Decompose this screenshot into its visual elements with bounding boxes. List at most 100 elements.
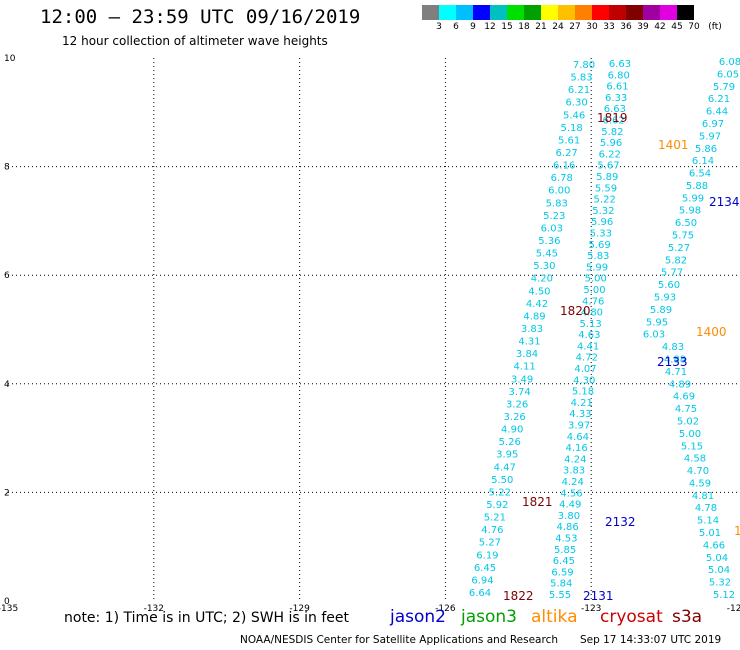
pass-time-label: 2132 <box>605 515 636 529</box>
wave-height-value: 6.30 <box>565 98 587 109</box>
wave-height-value: 5.96 <box>591 217 613 228</box>
wave-height-value: 4.76 <box>582 296 604 307</box>
wave-height-value: 4.47 <box>494 462 516 473</box>
legend-label: 6 <box>453 22 459 32</box>
wave-height-value: 6.64 <box>469 588 491 599</box>
wave-height-value: 6.16 <box>553 161 575 172</box>
wave-height-value: 4.16 <box>565 443 587 454</box>
wave-height-value: 5.95 <box>646 317 668 328</box>
wave-height-value: 4.71 <box>665 367 687 378</box>
page-title: 12:00 – 23:59 UTC 09/16/2019 <box>40 6 361 28</box>
wave-height-value: 4.11 <box>513 362 535 373</box>
legend-label: 15 <box>501 22 513 32</box>
legend-label: 27 <box>569 22 581 32</box>
wave-height-value: 5.46 <box>563 110 585 121</box>
wave-height-value: 5.22 <box>489 487 511 498</box>
wave-height-value: 5.14 <box>697 516 719 527</box>
legend-swatch <box>422 5 439 20</box>
page-subtitle: 12 hour collection of altimeter wave hei… <box>62 34 328 48</box>
wave-height-value: 6.22 <box>599 149 621 160</box>
legend-swatch <box>558 5 575 20</box>
legend-swatch <box>490 5 507 20</box>
legend-label: 45 <box>671 22 683 32</box>
wave-height-value: 7.80 <box>573 60 595 71</box>
wave-height-value: 3.80 <box>558 511 580 522</box>
wave-height-value: 6.59 <box>551 567 573 578</box>
wave-height-value: 5.23 <box>543 211 565 222</box>
legend-swatch <box>473 5 490 20</box>
wave-height-value: 5.18 <box>560 123 582 134</box>
wave-height-value: 5.60 <box>658 280 680 291</box>
wave-height-value: 4.80 <box>581 308 603 319</box>
timestamp: Sep 17 14:33:07 UTC 2019 <box>580 634 722 646</box>
legend-swatch <box>507 5 524 20</box>
wave-height-value: 5.55 <box>549 590 571 601</box>
y-tick-label: 4 <box>4 380 10 390</box>
wave-height-value: 6.19 <box>476 550 498 561</box>
wave-height-value: 4.42 <box>526 299 548 310</box>
wave-height-value: 5.21 <box>484 513 506 524</box>
satellite-legend-altika: altika <box>531 607 578 627</box>
footer-note: note: 1) Time is in UTC; 2) SWH is in fe… <box>64 610 350 626</box>
wave-height-value: 4.20 <box>531 274 553 285</box>
wave-height-value: 4.78 <box>695 503 717 514</box>
wave-height-value: 6.80 <box>608 70 630 81</box>
satellite-legend-jason3: jason3 <box>461 607 517 627</box>
wave-height-value: 6.63 <box>604 104 626 115</box>
wave-height-value: 4.31 <box>518 337 540 348</box>
wave-height-value: 6.03 <box>643 330 665 341</box>
legend-swatch <box>643 5 660 20</box>
credit-line: NOAA/NESDIS Center for Satellite Applica… <box>240 634 558 646</box>
wave-height-value: 5.04 <box>708 565 730 576</box>
wave-height-value: 5.83 <box>546 198 568 209</box>
wave-height-value: 5.45 <box>536 249 558 260</box>
wave-height-value: 4.70 <box>687 466 709 477</box>
wave-height-value: 5.02 <box>677 416 699 427</box>
legend-label: 9 <box>470 22 476 32</box>
wave-height-value: 3.26 <box>504 412 526 423</box>
wave-height-value: 4.75 <box>675 404 697 415</box>
wave-height-value: 6.08 <box>719 57 740 68</box>
legend-swatch <box>541 5 558 20</box>
wave-height-value: 5.13 <box>580 319 602 330</box>
wave-height-value: 6.94 <box>471 575 493 586</box>
wave-height-value: 5.85 <box>554 545 576 556</box>
wave-height-value: 6.44 <box>706 107 728 118</box>
legend-label: 18 <box>518 22 530 32</box>
wave-height-value: 6.03 <box>541 223 563 234</box>
wave-height-value: 5.18 <box>572 387 594 398</box>
wave-height-value: 4.49 <box>559 500 581 511</box>
wave-height-value: 5.97 <box>699 131 721 142</box>
wave-height-value: 5.92 <box>486 500 508 511</box>
wave-height-value: 6.00 <box>548 186 570 197</box>
satellite-legend-cryosat: cryosat <box>600 607 663 627</box>
satellite-legend-jason2: jason2 <box>390 607 446 627</box>
wave-height-value: 5.00 <box>585 274 607 285</box>
wave-height-value: 4.41 <box>577 341 599 352</box>
wave-height-value: 6.62 <box>602 115 624 126</box>
wave-height-value: 5.86 <box>695 144 717 155</box>
y-tick-label: 6 <box>4 271 10 281</box>
legend-label: 42 <box>654 22 666 32</box>
wave-height-value: 5.67 <box>597 161 619 172</box>
wave-height-value: 5.27 <box>668 243 690 254</box>
wave-height-value: 6.78 <box>551 173 573 184</box>
pass-time-label: 1821 <box>522 495 553 509</box>
wave-height-value: 4.24 <box>564 454 586 465</box>
wave-height-value: 6.54 <box>689 169 711 180</box>
legend-label: 3 <box>436 22 442 32</box>
pass-time-label: 2134 <box>709 195 740 209</box>
legend-label: 24 <box>552 22 564 32</box>
wave-height-value: 5.27 <box>479 538 501 549</box>
wave-height-value: 4.86 <box>557 522 579 533</box>
wave-height-value: 5.33 <box>590 228 612 239</box>
wave-height-value: 6.45 <box>474 563 496 574</box>
pass-time-label: 1820 <box>560 304 591 318</box>
wave-height-value: 3.84 <box>516 349 538 360</box>
legend-label: (ft) <box>708 22 722 32</box>
x-tick-label: -132 <box>144 604 164 614</box>
pass-time-label: 2133 <box>657 355 688 369</box>
y-tick-label: 0 <box>4 597 10 607</box>
wave-height-value: 3.83 <box>563 466 585 477</box>
